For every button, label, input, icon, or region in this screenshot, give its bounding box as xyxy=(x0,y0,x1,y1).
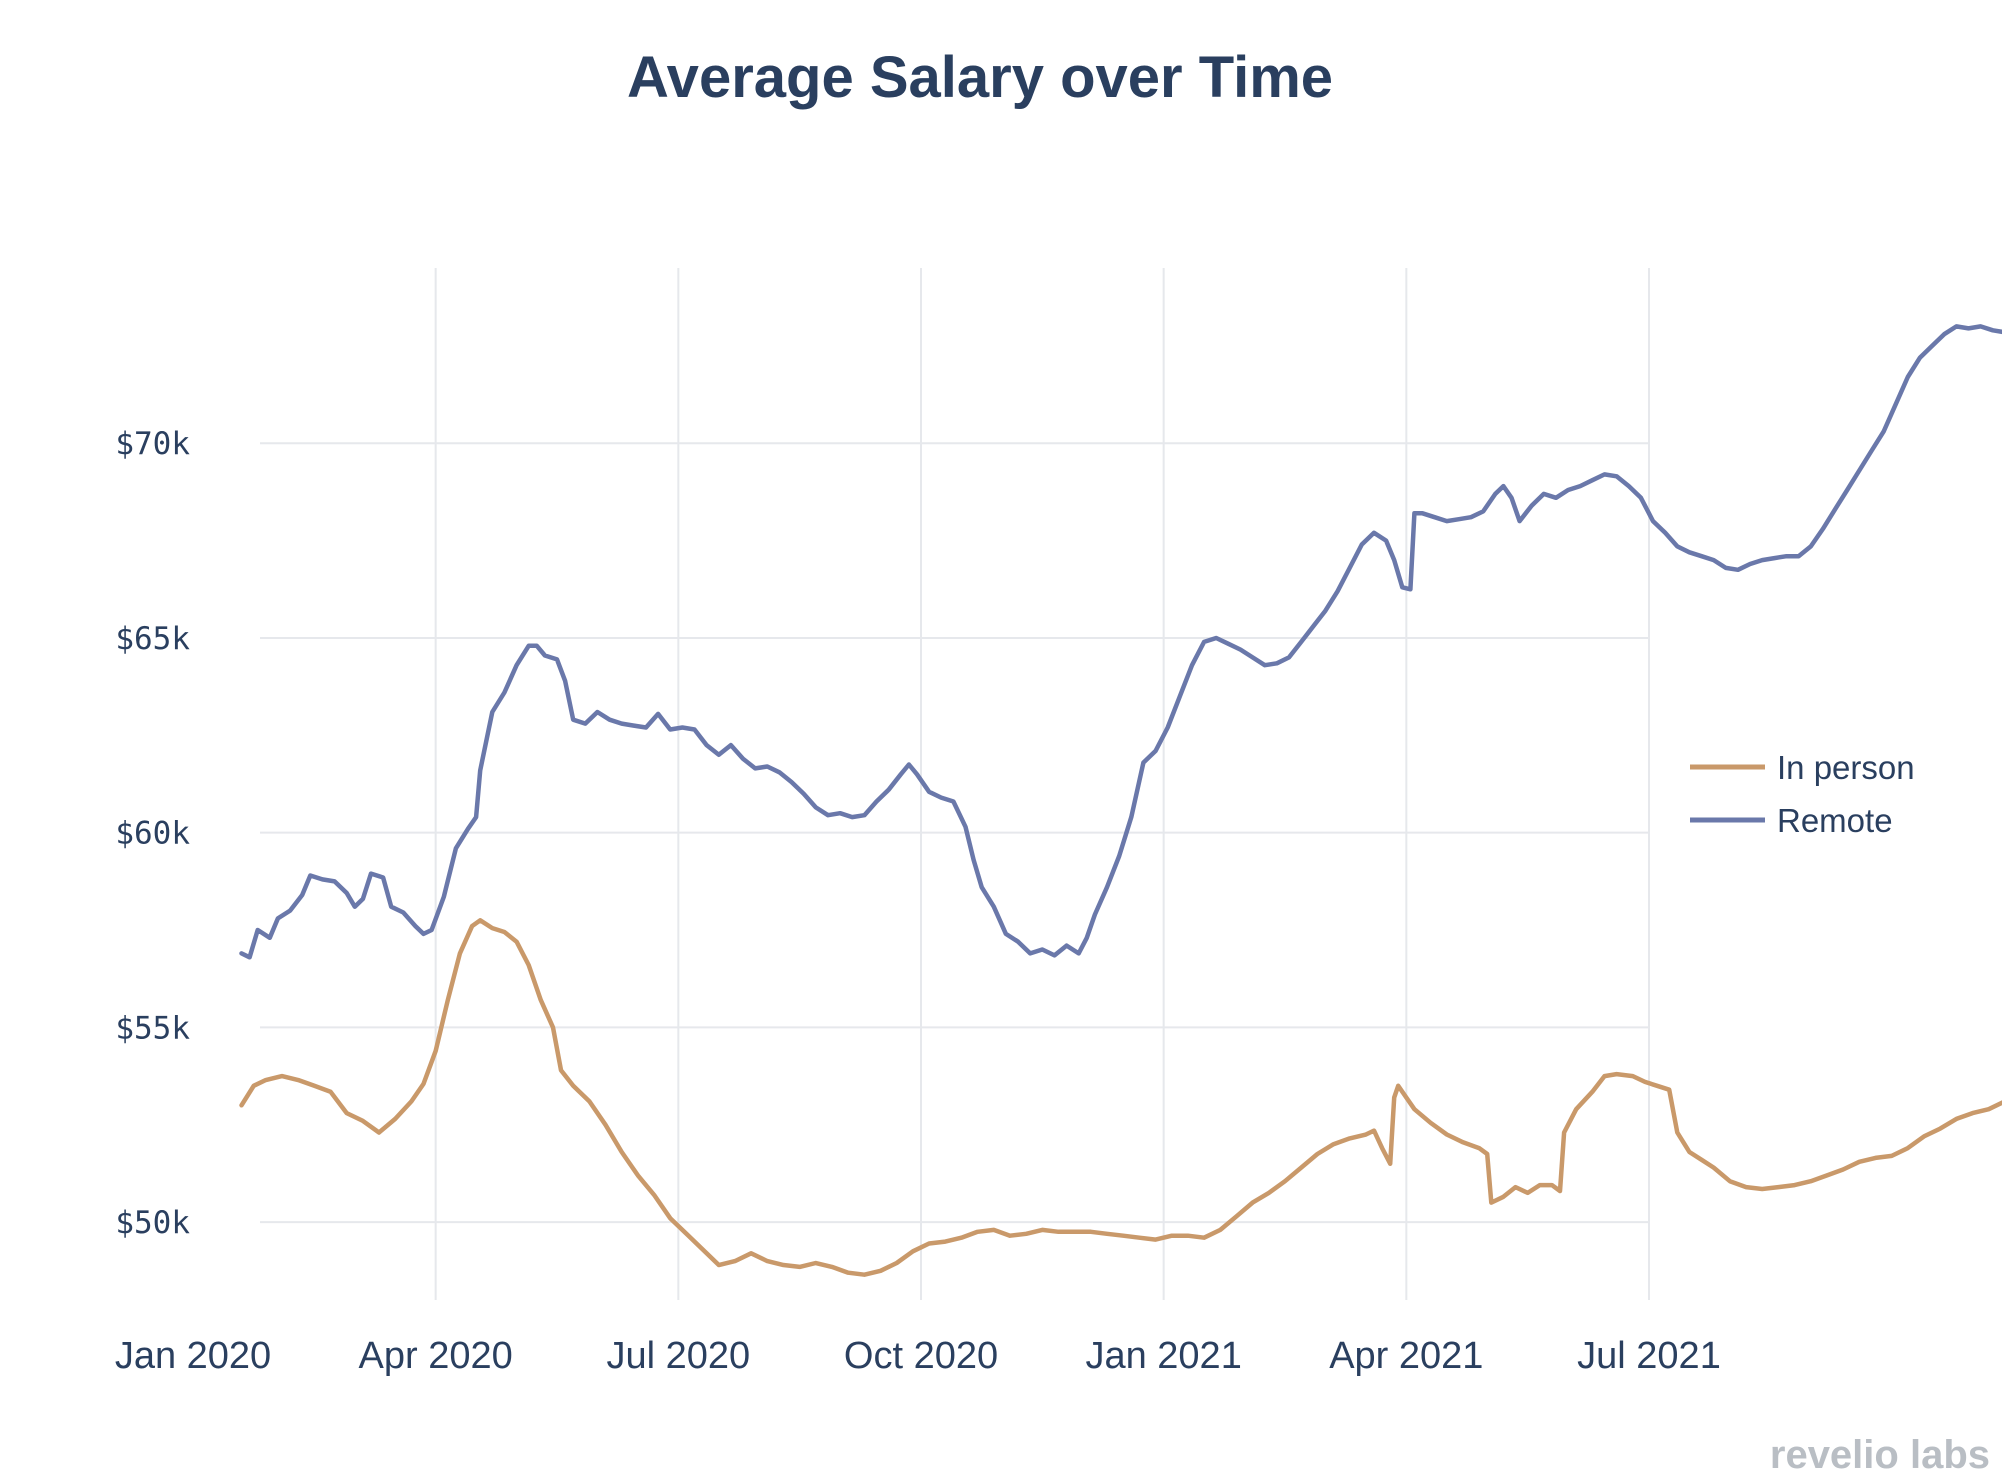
legend-item-remote[interactable]: Remote xyxy=(1690,802,1893,839)
series-line-remote xyxy=(239,324,2002,960)
x-axis-ticks: Jan 2020 Apr 2020 Jul 2020 Oct 2020 Jan 2021… xyxy=(115,1335,1721,1377)
y-tick-label-65k: $65k xyxy=(115,621,190,657)
series-lines xyxy=(239,324,2002,1277)
x-tick-label-jul-2021: Jul 2021 xyxy=(1577,1335,1721,1377)
y-tick-label-60k: $60k xyxy=(115,816,190,852)
chart-title: Average Salary over Time xyxy=(627,45,1333,110)
legend-label-in-person: In person xyxy=(1777,749,1915,786)
x-tick-label-jul-2020: Jul 2020 xyxy=(606,1335,750,1377)
y-axis-ticks: $50k $55k $60k $65k $70k xyxy=(115,426,190,1241)
x-tick-label-oct-2020: Oct 2020 xyxy=(844,1335,998,1377)
x-tick-label-apr-2021: Apr 2021 xyxy=(1329,1335,1483,1377)
series-line-in-person xyxy=(239,918,2002,1277)
revelio-labs-logo: revelio labs xyxy=(1770,1433,1990,1477)
y-tick-label-55k: $55k xyxy=(115,1010,190,1046)
x-tick-label-jan-2021: Jan 2021 xyxy=(1085,1335,1241,1377)
legend-item-in-person[interactable]: In person xyxy=(1690,749,1915,786)
y-tick-label-50k: $50k xyxy=(115,1205,190,1241)
legend-label-remote: Remote xyxy=(1777,802,1893,839)
x-tick-label-jan-2020: Jan 2020 xyxy=(115,1335,271,1377)
x-tick-label-apr-2020: Apr 2020 xyxy=(359,1335,513,1377)
y-gridlines xyxy=(260,442,1650,1224)
y-tick-label-70k: $70k xyxy=(115,426,190,462)
legend[interactable]: In person Remote xyxy=(1690,749,1915,839)
